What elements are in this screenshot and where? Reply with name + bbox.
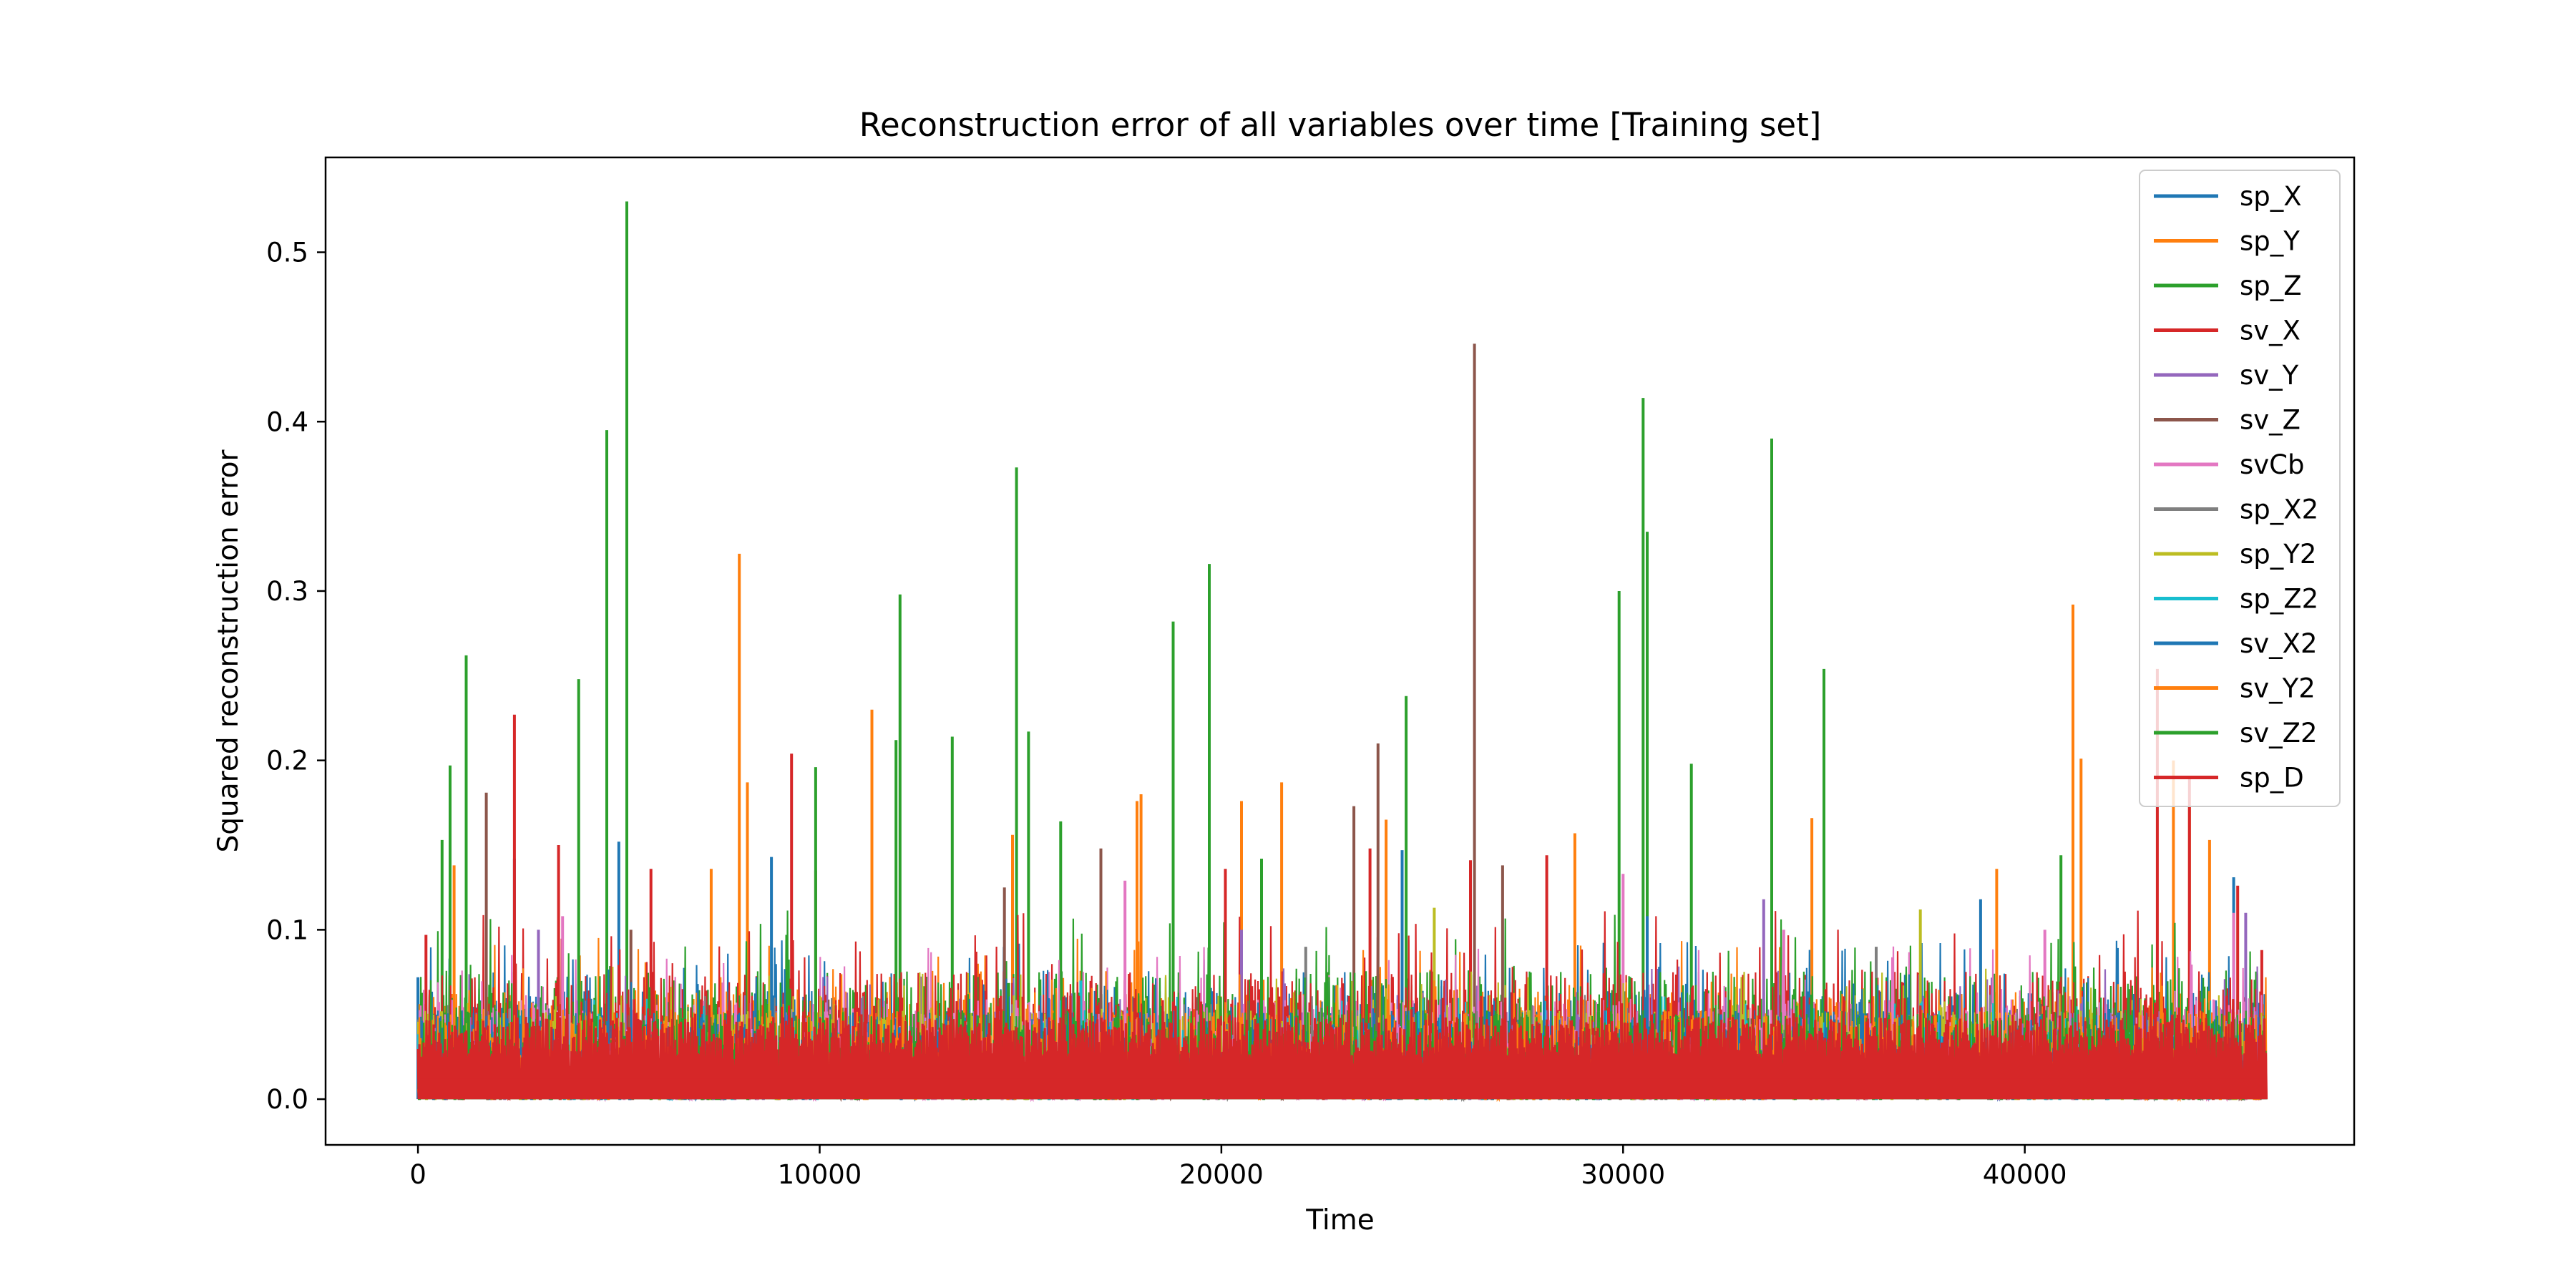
- x-tick-label: 0: [409, 1159, 426, 1190]
- x-tick-label: 40000: [1983, 1159, 2067, 1190]
- y-tick-label: 0.1: [266, 914, 308, 945]
- legend-label: sp_X: [2240, 181, 2302, 212]
- plot-area: [416, 201, 2268, 1103]
- legend-label: sp_D: [2240, 763, 2304, 794]
- legend-label: svCb: [2240, 449, 2305, 480]
- legend-box: [2139, 170, 2341, 807]
- y-tick-label: 0.5: [266, 238, 308, 268]
- legend-label: sv_Z: [2240, 405, 2301, 436]
- y-tick-label: 0.2: [266, 746, 308, 776]
- legend-label: sp_Y2: [2240, 539, 2316, 570]
- y-tick-label: 0.4: [266, 406, 308, 437]
- legend-label: sp_Z2: [2240, 584, 2318, 615]
- legend-label: sv_X: [2240, 316, 2301, 346]
- legend-label: sp_X2: [2240, 494, 2318, 525]
- series-band-sp-d: [418, 1078, 2266, 1100]
- x-tick-label: 30000: [1581, 1159, 1665, 1190]
- legend-label: sv_X2: [2240, 628, 2318, 659]
- y-tick-label: 0.3: [266, 576, 308, 607]
- x-axis-ticks: 0 10000 20000 30000 40000: [409, 1145, 2067, 1190]
- chart-title: Reconstruction error of all variables ov…: [859, 106, 1822, 144]
- legend-label: sp_Y: [2240, 226, 2300, 257]
- x-tick-label: 20000: [1179, 1159, 1264, 1190]
- series-line-sp-d: [416, 995, 2268, 1100]
- legend: sp_X sp_Y sp_Z sv_X sv_Y sv_Z svCb sp_X2 sp_Y2sp…: [2139, 170, 2341, 807]
- x-axis-label: Time: [1305, 1204, 1374, 1236]
- y-axis-ticks: 0.0 0.1 0.2 0.3 0.4 0.5: [266, 238, 326, 1115]
- legend-label: sv_Y: [2240, 360, 2299, 391]
- y-axis-label: Squared reconstruction error: [213, 449, 245, 853]
- y-tick-label: 0.0: [266, 1084, 308, 1115]
- legend-label: sv_Z2: [2240, 718, 2318, 748]
- legend-label: sv_Y2: [2240, 673, 2316, 704]
- legend-label: sp_Z: [2240, 270, 2302, 301]
- axes-frame: [324, 156, 2356, 1146]
- x-tick-label: 10000: [778, 1159, 862, 1190]
